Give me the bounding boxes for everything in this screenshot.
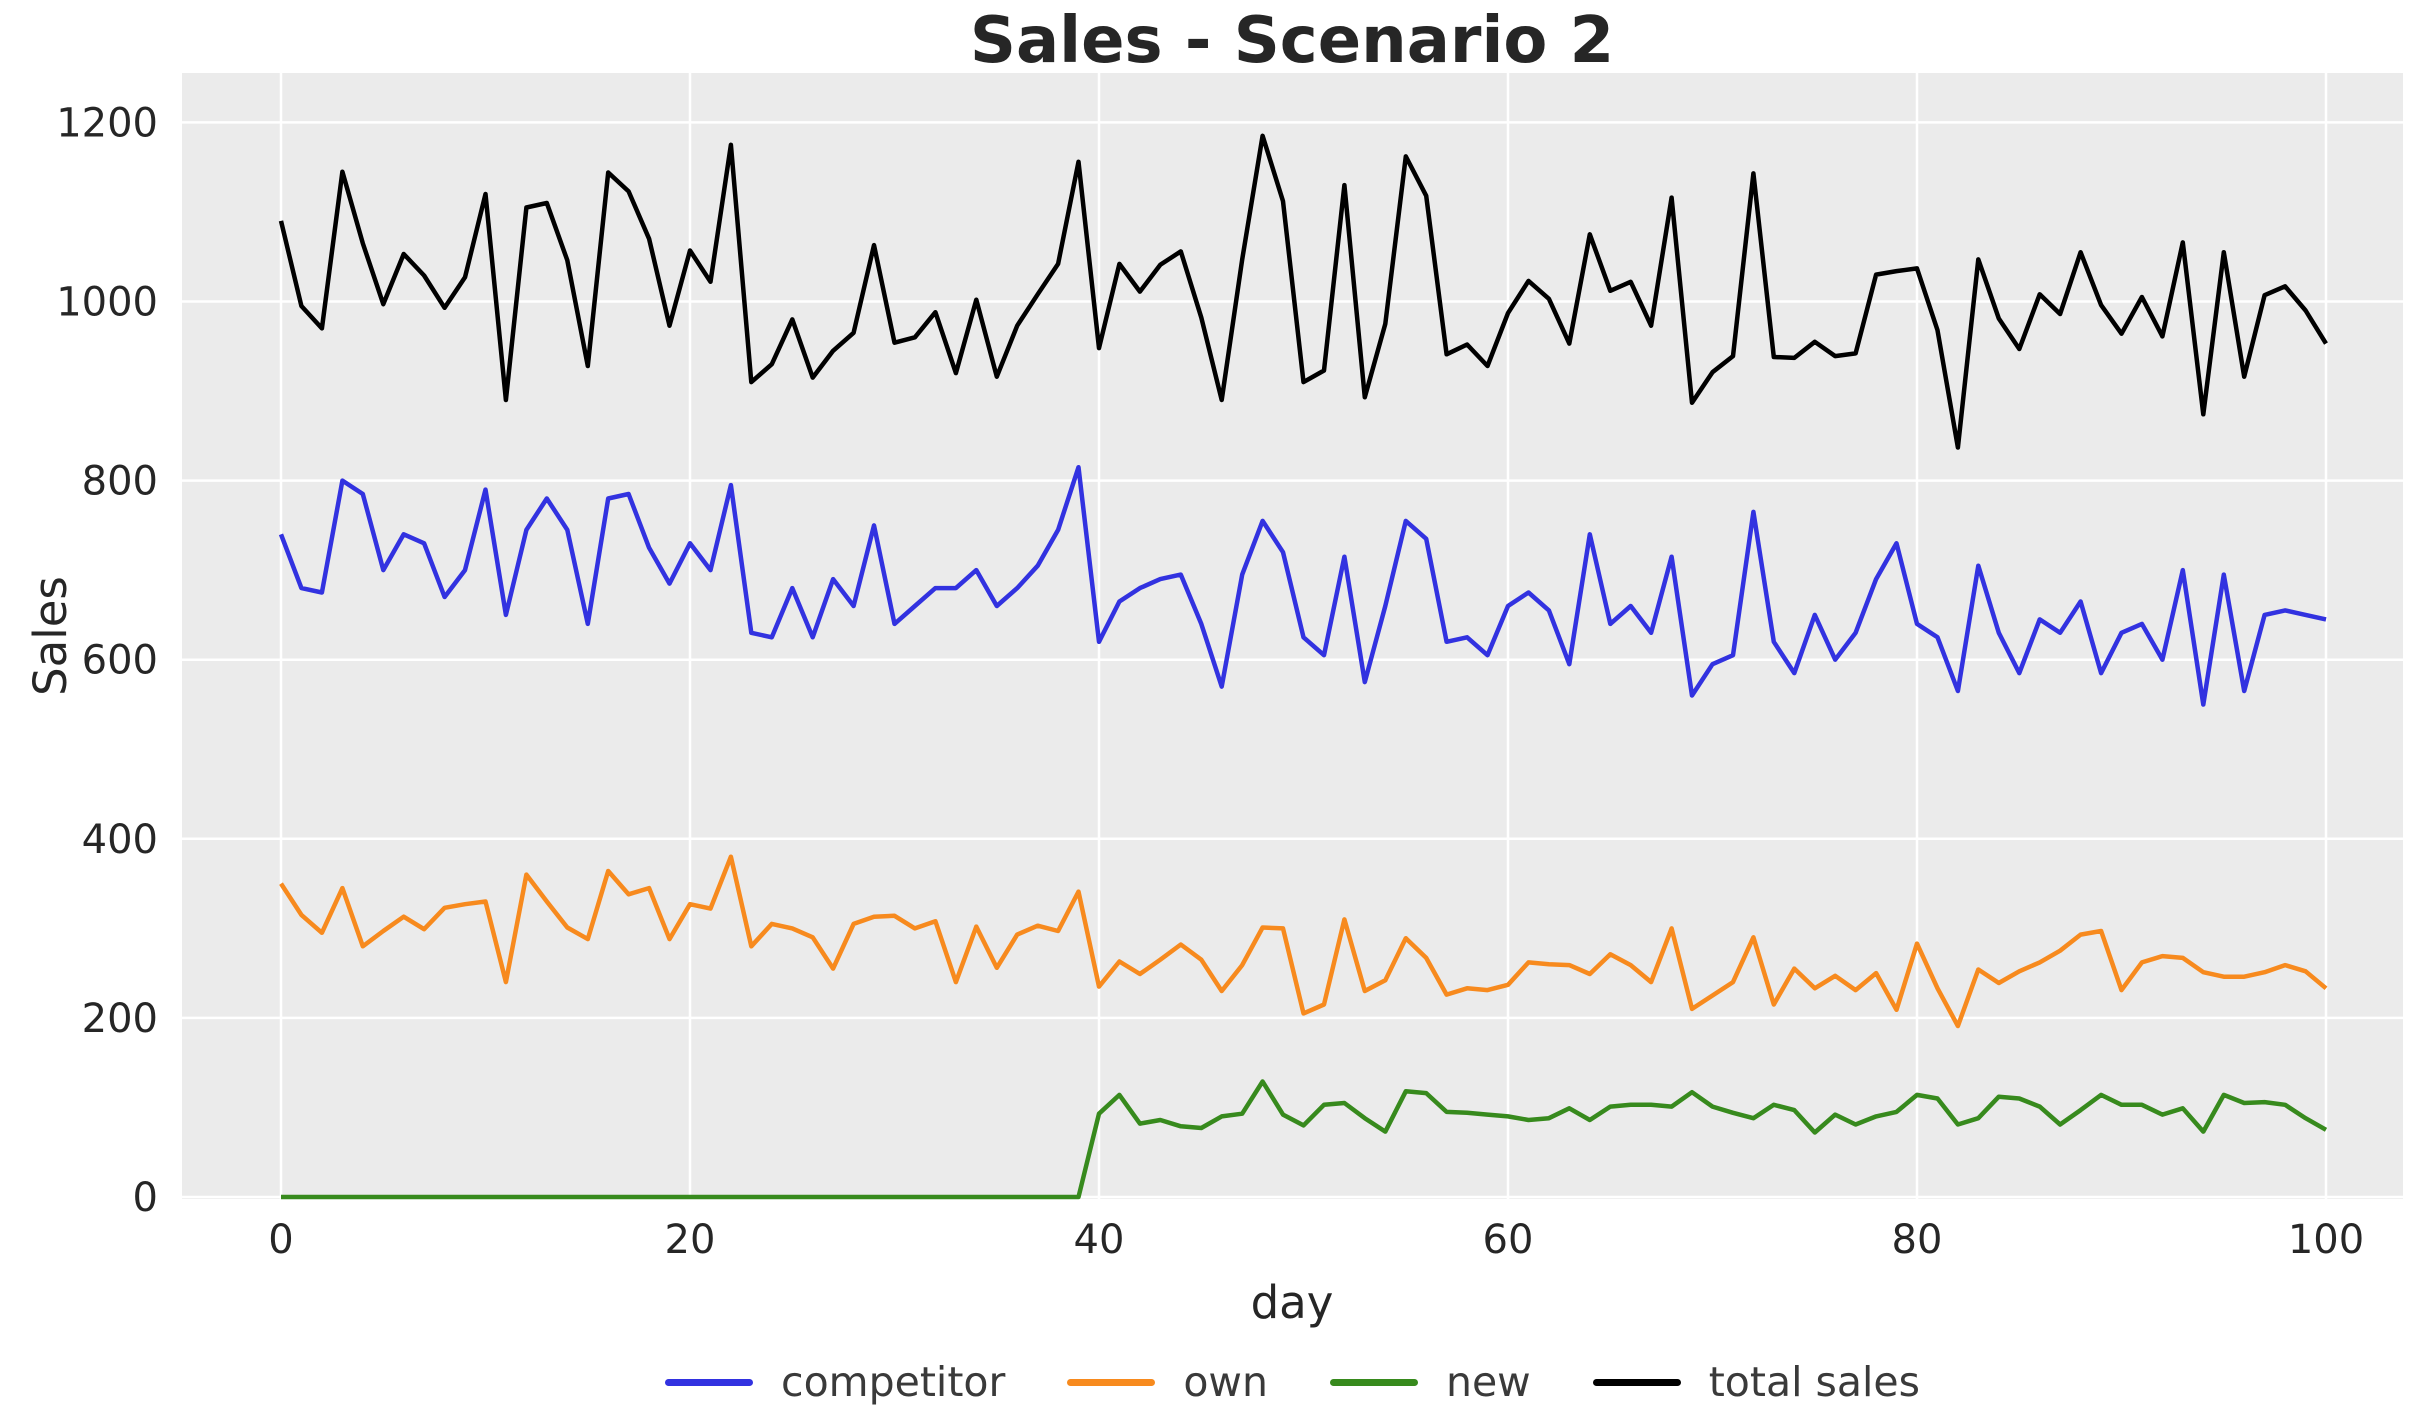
legend-swatch-competitor — [665, 1378, 754, 1386]
legend-swatch-new — [1329, 1378, 1418, 1386]
x-axis-label: day — [1251, 1276, 1334, 1329]
x-tick-label: 80 — [1892, 1217, 1943, 1263]
series-lines — [278, 133, 2328, 1200]
total-sales-line — [278, 133, 2328, 450]
legend-label-own: own — [1183, 1358, 1268, 1406]
legend-item-total-sales: total sales — [1592, 1358, 1920, 1406]
y-tick-label: 1200 — [56, 100, 158, 146]
y-tick-label: 600 — [82, 638, 158, 684]
legend: competitor own new total sales — [182, 1352, 2403, 1412]
x-tick-label: 60 — [1483, 1217, 1534, 1263]
legend-item-competitor: competitor — [665, 1358, 1005, 1406]
legend-item-own: own — [1067, 1358, 1268, 1406]
legend-swatch-own — [1067, 1378, 1156, 1386]
y-tick-label: 400 — [82, 817, 158, 863]
x-tick-label: 20 — [665, 1217, 716, 1263]
y-tick-label: 0 — [133, 1175, 158, 1221]
x-tick-label: 40 — [1074, 1217, 1125, 1263]
x-tick-label: 0 — [268, 1217, 293, 1263]
gridlines — [182, 73, 2403, 1199]
x-tick-label: 100 — [2288, 1217, 2364, 1263]
legend-label-new: new — [1445, 1358, 1531, 1406]
y-axis-label: Sales — [24, 576, 77, 696]
competitor-line — [278, 464, 2327, 707]
new-line — [281, 1079, 2328, 1200]
legend-label-total-sales: total sales — [1708, 1358, 1920, 1406]
y-tick-label: 1000 — [56, 280, 158, 326]
own-line — [279, 854, 2328, 1029]
legend-label-competitor: competitor — [781, 1358, 1006, 1406]
legend-item-new: new — [1329, 1358, 1531, 1406]
y-tick-label: 800 — [82, 459, 158, 505]
chart-title: Sales - Scenario 2 — [970, 4, 1614, 78]
y-tick-label: 200 — [82, 996, 158, 1042]
legend-swatch-total-sales — [1592, 1378, 1681, 1386]
plot-area — [182, 73, 2403, 1199]
